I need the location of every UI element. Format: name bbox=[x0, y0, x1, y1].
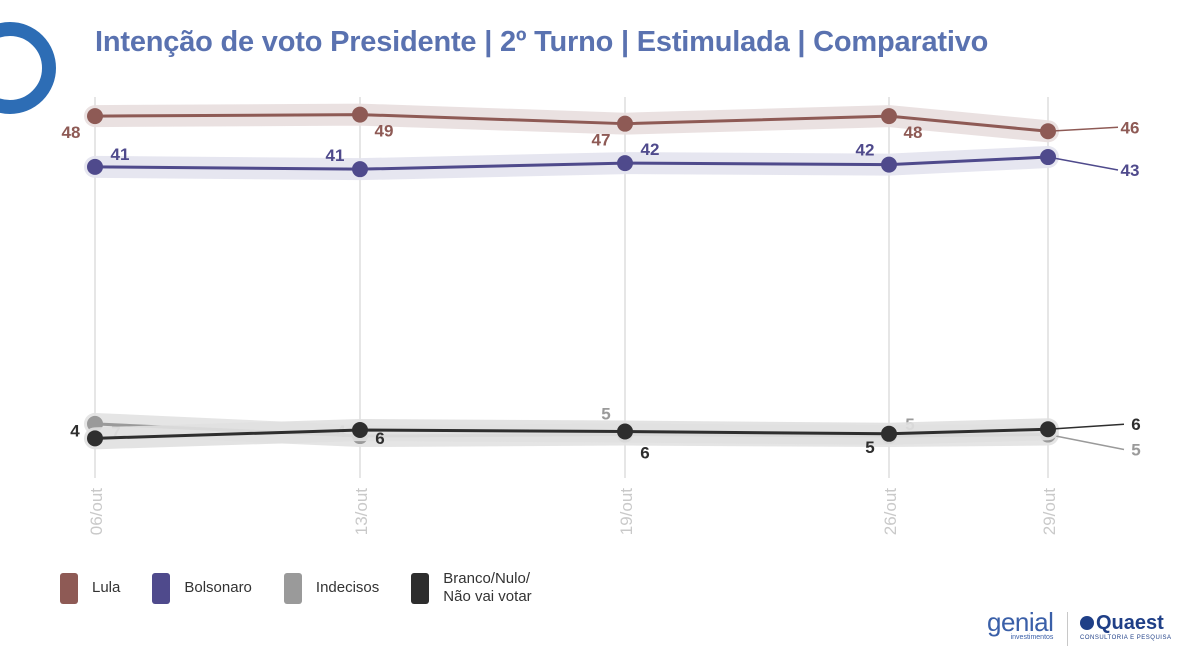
data-label-branco: 5 bbox=[865, 438, 874, 457]
genial-logo: genial investimentos bbox=[987, 607, 1054, 642]
data-point-lula bbox=[881, 108, 897, 125]
series-branco: 4 6 6 5 6 bbox=[70, 415, 1140, 462]
data-point-bolsonaro bbox=[617, 155, 633, 172]
x-tick-label: 26/out bbox=[881, 488, 900, 536]
legend-label-bolsonaro: Bolsonaro bbox=[184, 579, 252, 596]
data-label-branco: 4 bbox=[70, 421, 80, 440]
data-point-lula bbox=[1040, 123, 1056, 140]
data-label-indecisos: 5 bbox=[601, 405, 610, 424]
genial-logo-word: genial bbox=[987, 607, 1054, 637]
brand-divider bbox=[1067, 612, 1068, 646]
legend-item-indecisos: Indecisos bbox=[283, 572, 380, 604]
legend-swatch-lula bbox=[60, 572, 78, 604]
series-bolsonaro: 41 41 42 42 43 bbox=[84, 140, 1140, 181]
data-label-bolsonaro: 41 bbox=[111, 145, 130, 164]
quaest-logo-word: Quaest bbox=[1096, 612, 1164, 634]
data-label-indecisos: 5 bbox=[1131, 441, 1140, 460]
data-point-bolsonaro bbox=[352, 161, 368, 178]
data-label-branco: 6 bbox=[640, 444, 649, 463]
data-label-bolsonaro: 43 bbox=[1121, 161, 1140, 180]
data-point-branco bbox=[87, 430, 103, 447]
x-tick-label: 06/out bbox=[87, 488, 106, 536]
legend-label-indecisos: Indecisos bbox=[315, 579, 380, 596]
legend-item-bolsonaro: Bolsonaro bbox=[152, 572, 252, 604]
data-point-bolsonaro bbox=[1040, 149, 1056, 166]
data-point-branco bbox=[881, 425, 897, 442]
data-point-lula bbox=[617, 115, 633, 132]
data-label-lula: 48 bbox=[904, 123, 923, 142]
quaest-logo-sub: CONSULTORIA E PESQUISA bbox=[1080, 635, 1172, 641]
data-point-lula bbox=[352, 106, 368, 123]
data-label-branco: 6 bbox=[375, 429, 384, 448]
legend-item-branco: Branco/Nulo/ Não vai votar bbox=[411, 570, 553, 606]
series-lula: 48 49 47 48 46 bbox=[62, 103, 1140, 150]
series-leader-branco bbox=[1047, 423, 1125, 430]
series-leader-indecisos bbox=[1047, 433, 1125, 451]
x-tick-label: 29/out bbox=[1040, 488, 1059, 536]
legend-label-lula: Lula bbox=[92, 579, 121, 596]
data-point-branco bbox=[617, 423, 633, 440]
quaest-logo: Quaest CONSULTORIA E PESQUISA bbox=[1080, 613, 1171, 641]
legend-swatch-indecisos bbox=[283, 572, 302, 604]
data-point-bolsonaro bbox=[87, 158, 103, 175]
data-label-lula: 46 bbox=[1121, 118, 1140, 137]
data-label-branco: 6 bbox=[1131, 415, 1140, 434]
quaest-mark-icon bbox=[1080, 616, 1094, 630]
data-label-bolsonaro: 42 bbox=[856, 141, 875, 160]
data-label-lula: 48 bbox=[62, 123, 81, 142]
chart-title: Intenção de voto Presidente | 2º Turno |… bbox=[95, 26, 989, 58]
legend-swatch-branco bbox=[411, 572, 430, 604]
series-leader-bolsonaro bbox=[1047, 156, 1119, 171]
x-axis-ticks: 06/out 13/out 19/out 26/out 29/out bbox=[87, 488, 1059, 536]
data-point-bolsonaro bbox=[881, 156, 897, 173]
data-point-branco bbox=[352, 421, 368, 438]
legend-label-branco: Branco/Nulo/ Não vai votar bbox=[443, 570, 532, 605]
series-leader-lula bbox=[1047, 126, 1119, 133]
data-point-branco bbox=[1040, 421, 1056, 438]
x-tick-label: 13/out bbox=[352, 488, 371, 536]
data-label-lula: 49 bbox=[375, 122, 394, 141]
data-label-bolsonaro: 41 bbox=[326, 146, 345, 165]
legend-swatch-bolsonaro bbox=[152, 572, 171, 604]
data-point-lula bbox=[87, 108, 103, 125]
x-tick-label: 19/out bbox=[617, 488, 636, 536]
legend-item-lula: Lula bbox=[60, 572, 121, 604]
genial-logo-sub: investimentos bbox=[1010, 634, 1054, 641]
data-label-lula: 47 bbox=[592, 131, 611, 150]
data-label-bolsonaro: 42 bbox=[641, 140, 660, 159]
legend: Lula Bolsonaro Indecisos Branco/Nulo/ Nã… bbox=[60, 570, 585, 606]
